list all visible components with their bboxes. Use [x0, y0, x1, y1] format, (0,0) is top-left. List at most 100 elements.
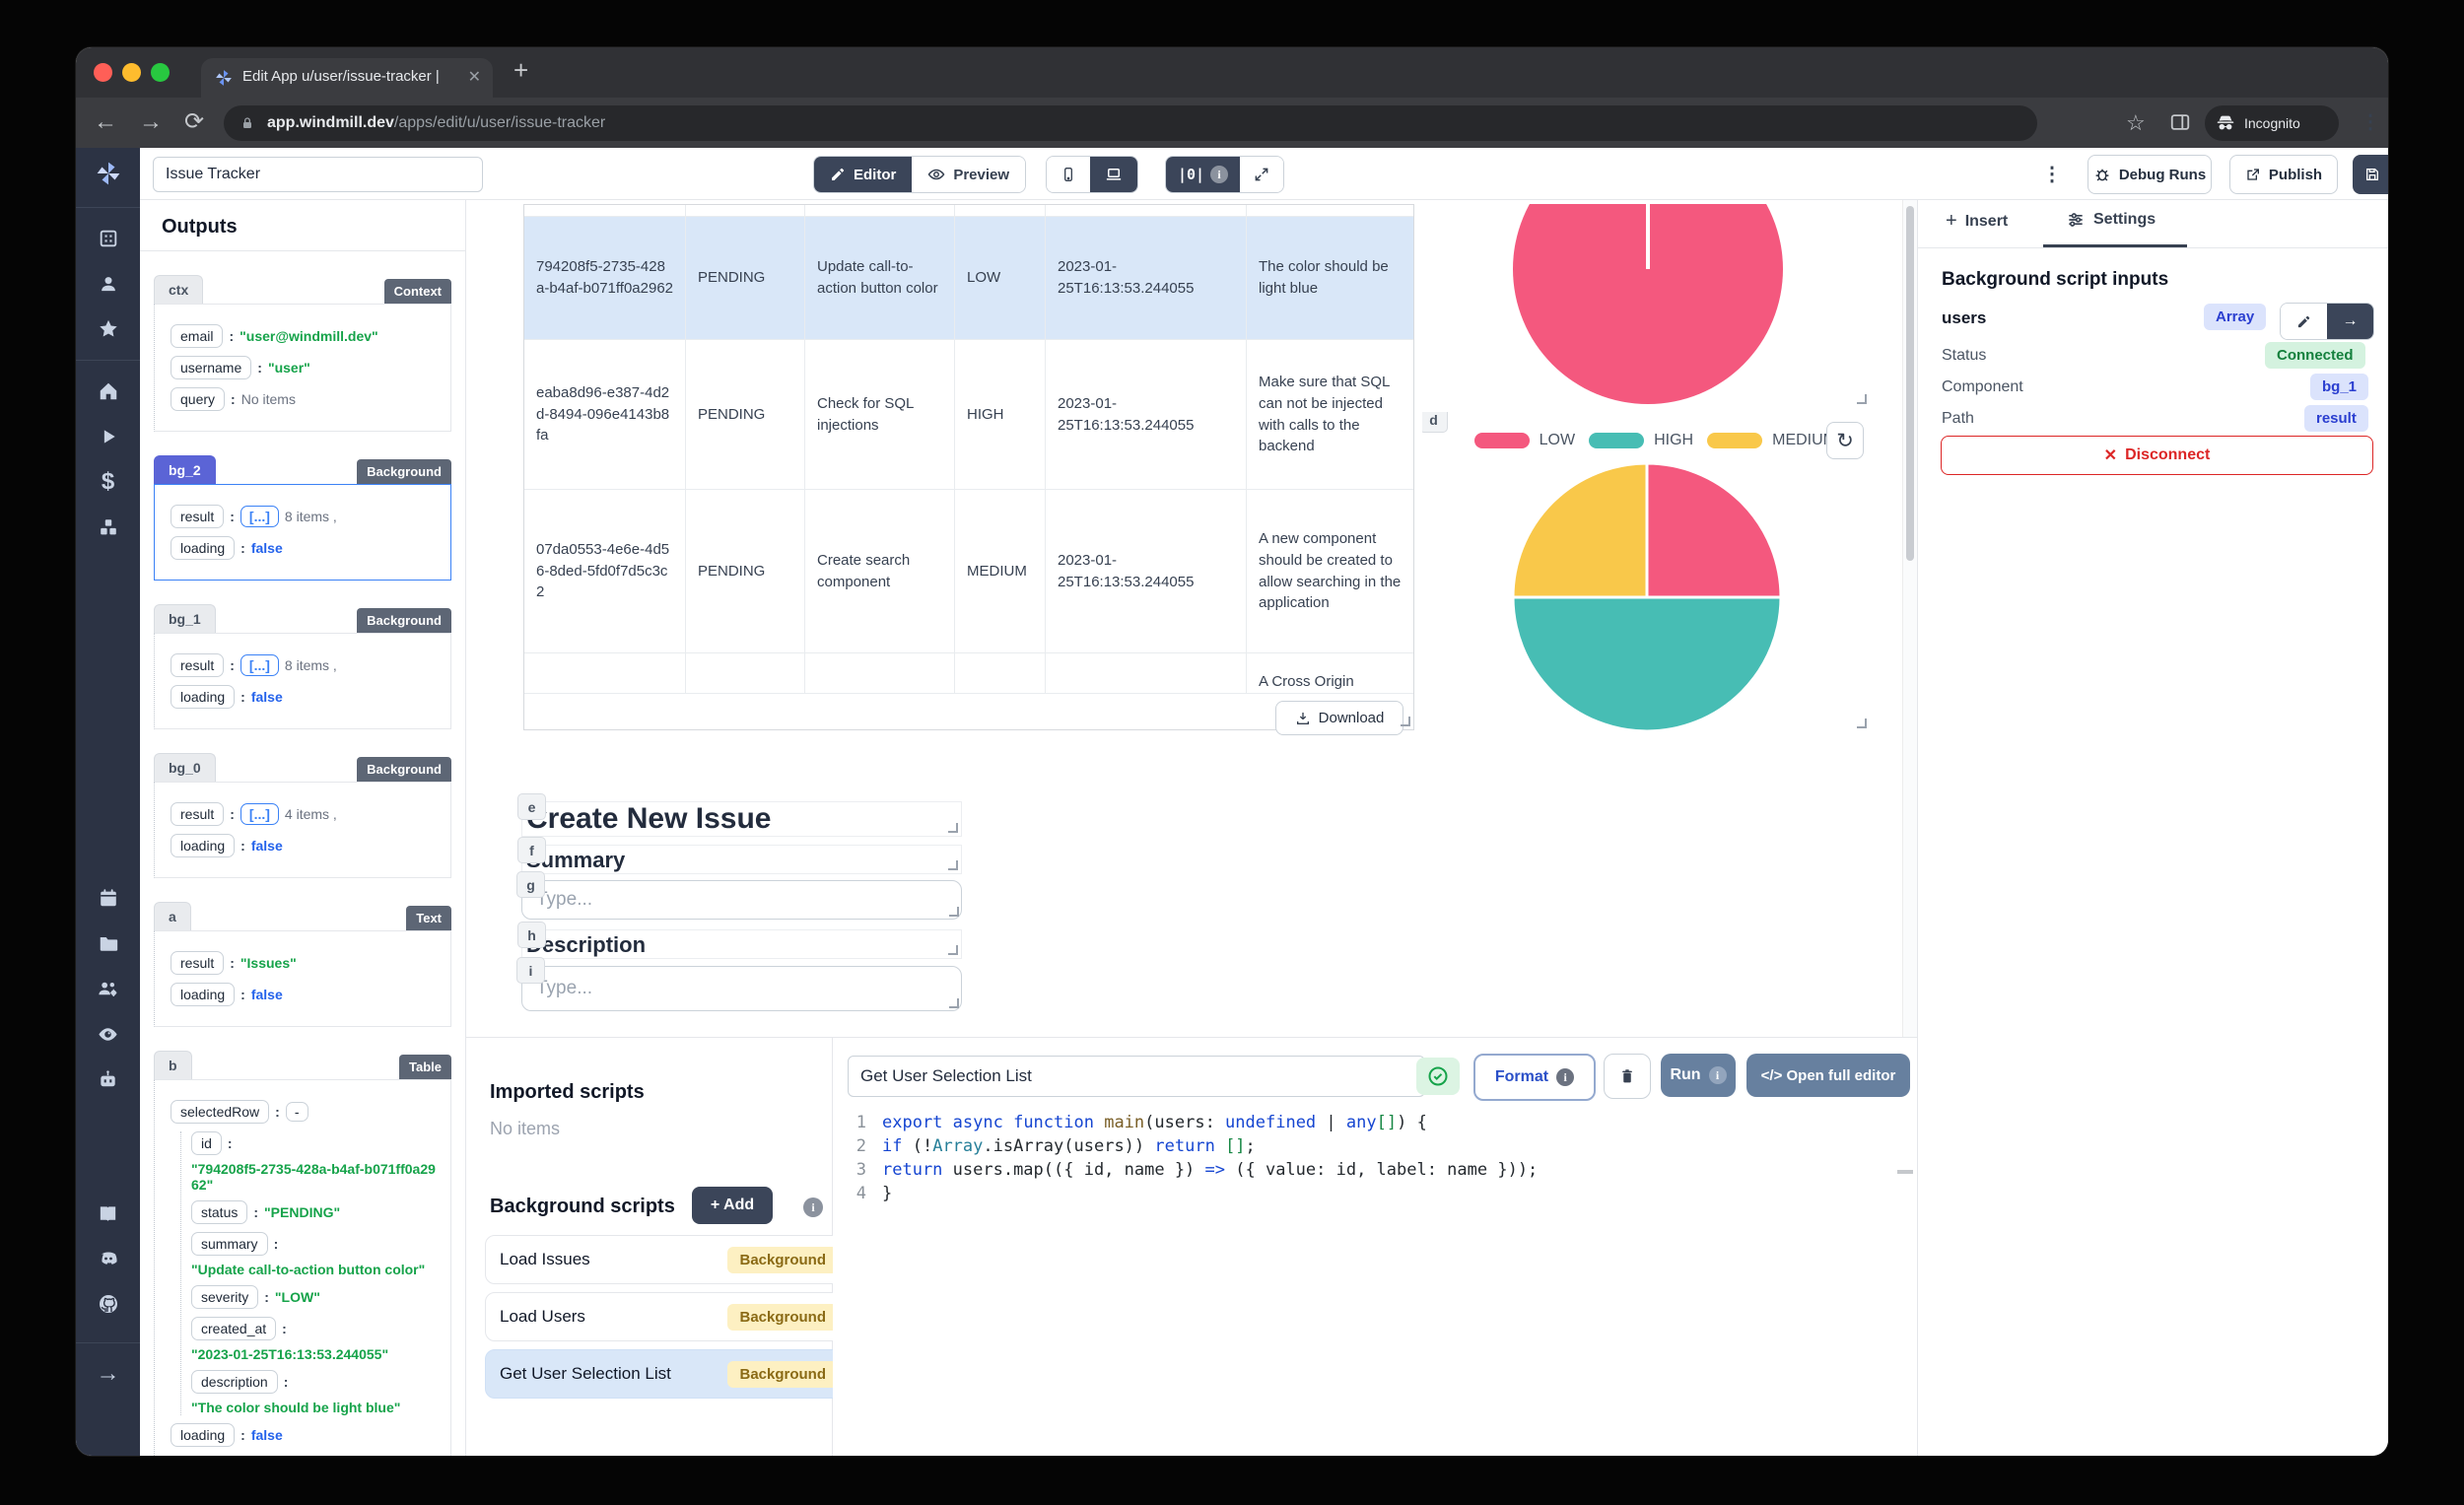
summary-input[interactable]: [521, 880, 962, 920]
edit-static-button[interactable]: [2281, 304, 2327, 339]
maximize-window-button[interactable]: [151, 63, 170, 82]
json-key[interactable]: query: [171, 387, 226, 411]
resize-handle[interactable]: [1401, 717, 1410, 726]
scrollbar-thumb[interactable]: [1906, 206, 1914, 561]
table-row[interactable]: 794208f5-2735-428a-b4af-b071ff0a2962 PEN…: [524, 217, 1413, 340]
tab-settings[interactable]: Settings: [2066, 210, 2156, 230]
resize-handle[interactable]: [949, 998, 959, 1008]
resize-handle[interactable]: [949, 907, 959, 917]
url-bar[interactable]: app.windmill.dev/apps/edit/u/user/issue-…: [224, 105, 2037, 141]
windmill-logo-icon[interactable]: [76, 148, 140, 199]
script-item-load-users[interactable]: Load Users Background: [485, 1292, 853, 1341]
array-expand-chip[interactable]: [...]: [240, 506, 279, 527]
favorites-star-icon[interactable]: [76, 307, 140, 352]
disconnect-button[interactable]: ✕ Disconnect: [1941, 436, 2373, 475]
legend-swatch-low[interactable]: [1473, 433, 1530, 448]
mobile-view-button[interactable]: [1047, 157, 1090, 192]
debug-runs-button[interactable]: Debug Runs: [2088, 155, 2212, 194]
array-expand-chip[interactable]: [...]: [240, 654, 279, 676]
script-item-get-user-selection-list[interactable]: Get User Selection List Background: [485, 1349, 853, 1399]
json-key[interactable]: result: [171, 951, 225, 975]
resize-handle[interactable]: [1857, 718, 1867, 728]
component-badge-i[interactable]: i: [516, 957, 545, 984]
component-badge-d[interactable]: d: [1422, 412, 1448, 433]
new-tab-button[interactable]: +: [513, 55, 529, 85]
resize-handle[interactable]: [948, 860, 958, 870]
table-row[interactable]: 07da0553-4e6e-4d56-8ded-5fd0f7d5c3c2 PEN…: [524, 490, 1413, 653]
code-editor[interactable]: 1 export async function main(users: undef…: [833, 1113, 1917, 1456]
publish-button[interactable]: Publish: [2229, 155, 2338, 194]
workers-users-icon[interactable]: [76, 966, 140, 1011]
add-background-script-button[interactable]: + Add: [692, 1187, 773, 1224]
audit-eye-icon[interactable]: [76, 1011, 140, 1057]
json-key[interactable]: severity: [191, 1285, 259, 1309]
json-key[interactable]: created_at: [191, 1317, 277, 1340]
apps-icon[interactable]: [76, 216, 140, 261]
legend-label-medium[interactable]: MEDIUM: [1772, 432, 1836, 448]
app-name-input[interactable]: [153, 157, 483, 192]
section-key[interactable]: bg_1: [154, 604, 216, 633]
editor-button[interactable]: Editor: [814, 157, 913, 192]
delete-script-button[interactable]: [1604, 1054, 1651, 1099]
json-key[interactable]: loading: [171, 685, 236, 709]
run-button[interactable]: Run i: [1661, 1054, 1736, 1097]
json-key[interactable]: loading: [171, 983, 236, 1006]
schema-explorer-button[interactable]: |0| i: [1166, 157, 1241, 192]
github-icon[interactable]: [76, 1281, 140, 1327]
fullscreen-button[interactable]: [1240, 157, 1284, 192]
resize-handle[interactable]: [1857, 394, 1867, 404]
section-key[interactable]: b: [154, 1051, 192, 1079]
folders-icon[interactable]: [76, 921, 140, 966]
split-view-icon[interactable]: [2169, 111, 2191, 133]
json-key[interactable]: loading: [171, 834, 236, 857]
incognito-profile-chip[interactable]: Incognito: [2205, 105, 2339, 141]
section-key[interactable]: ctx: [154, 275, 204, 304]
docs-book-icon[interactable]: [76, 1191, 140, 1236]
minimize-window-button[interactable]: [122, 63, 141, 82]
json-key[interactable]: email: [171, 324, 224, 348]
component-badge[interactable]: bg_1: [2310, 374, 2369, 400]
tab-close-icon[interactable]: ✕: [467, 69, 481, 86]
path-badge[interactable]: result: [2304, 405, 2368, 432]
json-key[interactable]: status: [191, 1200, 248, 1224]
legend-swatch-high[interactable]: [1589, 433, 1645, 448]
script-item-load-issues[interactable]: Load Issues Background: [485, 1235, 853, 1284]
section-key[interactable]: bg_0: [154, 753, 216, 782]
editor-scrollbar[interactable]: [1897, 1170, 1913, 1174]
ai-robot-icon[interactable]: [76, 1057, 140, 1102]
component-badge-e[interactable]: e: [517, 793, 546, 820]
component-badge-g[interactable]: g: [516, 871, 545, 898]
collapse-arrow-icon[interactable]: →: [96, 1360, 120, 1387]
format-button[interactable]: Format i: [1473, 1054, 1596, 1101]
resize-handle[interactable]: [948, 945, 958, 955]
form-heading-component[interactable]: e Create New Issue: [517, 793, 962, 837]
home-icon[interactable]: [76, 369, 140, 414]
resources-cubes-icon[interactable]: [76, 505, 140, 550]
resize-handle[interactable]: [948, 823, 958, 833]
table-row[interactable]: eaba8d96-e387-4d2d-8494-096e4143b8fa PEN…: [524, 340, 1413, 490]
save-button[interactable]: Save: [2353, 155, 2388, 194]
back-icon[interactable]: ←: [94, 108, 117, 135]
json-key[interactable]: username: [171, 356, 252, 379]
download-button[interactable]: Download: [1275, 701, 1403, 735]
json-key[interactable]: result: [171, 653, 225, 677]
connect-output-button[interactable]: →: [2327, 304, 2373, 339]
desktop-view-button[interactable]: [1090, 157, 1137, 192]
runs-play-icon[interactable]: [76, 414, 140, 459]
close-window-button[interactable]: [94, 63, 112, 82]
component-badge-h[interactable]: h: [517, 922, 546, 948]
tab-insert[interactable]: + Insert: [1946, 210, 2008, 233]
script-name-input[interactable]: [848, 1056, 1425, 1097]
json-key[interactable]: result: [171, 802, 225, 826]
dollar-icon[interactable]: $: [101, 468, 115, 495]
json-key[interactable]: summary: [191, 1232, 268, 1256]
forward-icon[interactable]: →: [139, 108, 163, 135]
json-key[interactable]: loading: [171, 1423, 236, 1447]
discord-icon[interactable]: [76, 1236, 140, 1281]
section-key[interactable]: a: [154, 902, 191, 930]
bookmark-star-icon[interactable]: ☆: [2126, 110, 2146, 135]
array-expand-chip[interactable]: [...]: [240, 803, 279, 825]
legend-swatch-medium[interactable]: [1707, 433, 1763, 448]
schedules-calendar-icon[interactable]: [76, 875, 140, 921]
collapse-chip[interactable]: -: [285, 1102, 308, 1122]
